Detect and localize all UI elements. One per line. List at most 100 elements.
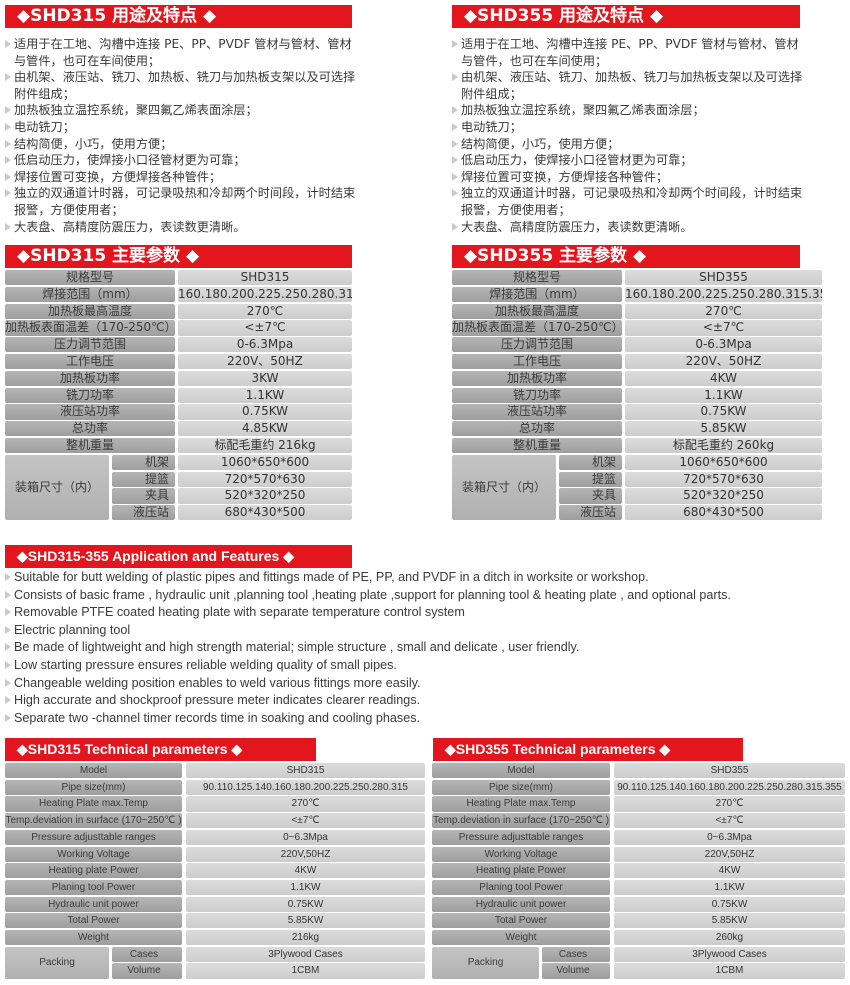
feature-line: 适用于在工地、沟槽中连接 PE、PP、PVDF 管材与管材、管材 (5, 36, 355, 53)
packing-item-value: 680*430*500 (178, 505, 352, 521)
packing-item-label: 液压站 (559, 505, 622, 521)
param-value: 0.75KW (178, 404, 352, 420)
param-label: Heating plate Power (432, 863, 610, 879)
param-value: 90.110.125.140.160.180.200.225.250.280.3… (186, 779, 425, 795)
param-label: Hydraulic unit power (5, 896, 182, 912)
param-label: Temp.deviation in surface (170~250℃ ) (432, 813, 610, 829)
packing-item-value: 680*430*500 (625, 505, 822, 521)
feature-line: 独立的双通道计时器，可记录吸热和冷却两个时间段，计时结束 (5, 185, 355, 202)
param-value: <±7℃ (614, 813, 845, 829)
param-value: 0-6.3Mpa (178, 337, 352, 353)
param-label: 液压站功率 (5, 404, 175, 420)
shd355-features-header: ◆SHD355 用途及特点 ◆ (452, 5, 800, 28)
packing-item-value: 1060*650*600 (625, 454, 822, 471)
en-features-list: Suitable for butt welding of plastic pip… (5, 569, 731, 727)
packing-label: 装箱尺寸（内） (5, 454, 109, 521)
param-label: Model (432, 763, 610, 779)
param-value: 5.85KW (625, 421, 822, 437)
packing-item-value: 1060*650*600 (178, 454, 352, 471)
param-label: 规格型号 (452, 270, 622, 286)
packing-item-label: 夹具 (559, 488, 622, 504)
param-label: 工作电压 (5, 354, 175, 370)
param-value: 1.1KW (186, 879, 425, 896)
param-label: 加热板功率 (5, 370, 175, 387)
shd315-features-header: ◆SHD315 用途及特点 ◆ (5, 5, 352, 28)
param-value: 160.180.200.225.250.280.315 (178, 286, 352, 303)
param-label: 整机重量 (452, 438, 622, 454)
feature-line: 大表盘、高精度防震压力，表读数更清晰。 (5, 219, 355, 236)
param-value: 4KW (186, 863, 425, 879)
param-label: Working Voltage (5, 846, 182, 862)
param-value: SHD355 (625, 270, 822, 286)
param-value: 220V、50HZ (178, 354, 352, 370)
feature-line: 与管件，也可在车间使用； (14, 53, 161, 68)
param-label: Heating Plate max.Temp (5, 796, 182, 812)
shd315-features-list: 适用于在工地、沟槽中连接 PE、PP、PVDF 管材与管材、管材 与管件，也可在车… (5, 36, 355, 235)
feature-line: 加热板独立温控系统，聚四氟乙烯表面涂层； (5, 102, 355, 119)
feature-line: Removable PTFE coated heating plate with… (5, 604, 731, 622)
feature-line: 电动铣刀； (452, 119, 802, 136)
feature-line: 由机架、液压站、铣刀、加热板、铣刀与加热板支架以及可选择 (5, 69, 355, 86)
shd355-tech-header: ◆SHD355 Technical parameters ◆ (433, 738, 743, 761)
param-value: 220V,50HZ (614, 846, 845, 862)
packing-item-label: 液压站 (112, 505, 175, 521)
param-value: 0-6.3Mpa (625, 337, 822, 353)
feature-line: 附件组成； (461, 86, 522, 101)
param-label: Model (5, 763, 182, 779)
param-value: <±7℃ (625, 320, 822, 336)
feature-line: Separate two -channel timer records time… (5, 710, 731, 728)
param-value: 0.75KW (614, 896, 845, 912)
packing-item-value: 3Plywood Cases (186, 946, 425, 962)
packing-label: Packing (432, 946, 539, 979)
packing-item-value: 720*570*630 (178, 471, 352, 487)
param-value: 3KW (178, 370, 352, 387)
param-value: 160.180.200.225.250.280.315.355 (625, 286, 822, 303)
feature-line: 由机架、液压站、铣刀、加热板、铣刀与加热板支架以及可选择 (452, 69, 802, 86)
feature-line: Low starting pressure ensures reliable w… (5, 657, 731, 675)
param-value: 0~6.3Mpa (186, 829, 425, 845)
shd315-tech-header: ◆SHD315 Technical parameters ◆ (5, 738, 316, 761)
param-value: 270℃ (625, 303, 822, 319)
param-value: SHD315 (186, 763, 425, 779)
param-value: 260kg (614, 930, 845, 946)
shd355-params-header: ◆SHD355 主要参数 ◆ (452, 245, 800, 268)
feature-line: 附件组成； (14, 86, 75, 101)
param-label: 液压站功率 (452, 404, 622, 420)
param-label: Weight (432, 930, 610, 946)
feature-line: Electric planning tool (5, 622, 731, 640)
param-label: 加热板功率 (452, 370, 622, 387)
param-label: Hydraulic unit power (432, 896, 610, 912)
param-value: 1.1KW (178, 387, 352, 403)
feature-line: Changeable welding position enables to w… (5, 675, 731, 693)
param-label: Pressure adjusttable ranges (5, 829, 182, 845)
packing-item-label: 机架 (112, 454, 175, 471)
shd355-features-list: 适用于在工地、沟槽中连接 PE、PP、PVDF 管材与管材、管材 与管件，也可在车… (452, 36, 802, 235)
param-label: Planing tool Power (432, 879, 610, 896)
param-value: 216kg (186, 930, 425, 946)
param-value: 90.110.125.140.160.180.200.225.250.280.3… (614, 779, 845, 795)
packing-item-value: 520*320*250 (625, 488, 822, 504)
packing-item-value: 1CBM (614, 963, 845, 979)
feature-line: 结构简便，小巧，使用方便； (452, 136, 802, 153)
param-label: 压力调节范围 (452, 337, 622, 353)
param-label: Weight (5, 930, 182, 946)
packing-item-value: 520*320*250 (178, 488, 352, 504)
param-value: 0~6.3Mpa (614, 829, 845, 845)
feature-line: 电动铣刀； (5, 119, 355, 136)
param-label: 总功率 (5, 421, 175, 437)
packing-item-label: 提篮 (559, 471, 622, 487)
param-value: <±7℃ (178, 320, 352, 336)
feature-line: 大表盘、高精度防震压力，表读数更清晰。 (452, 219, 802, 236)
feature-line: High accurate and shockproof pressure me… (5, 692, 731, 710)
packing-item-value: 720*570*630 (625, 471, 822, 487)
packing-item-label: Cases (112, 946, 182, 962)
param-label: Total Power (432, 913, 610, 929)
packing-item-label: Volume (542, 963, 610, 979)
param-label: 规格型号 (5, 270, 175, 286)
feature-line: 焊接位置可变换，方便焊接各种管件； (5, 169, 355, 186)
param-value: 270℃ (186, 796, 425, 812)
en-features-header: ◆SHD315-355 Application and Features ◆ (5, 545, 352, 568)
feature-line: 报警，方便使用者； (14, 202, 124, 217)
feature-line: 结构简便，小巧，使用方便； (5, 136, 355, 153)
param-value: 4KW (625, 370, 822, 387)
